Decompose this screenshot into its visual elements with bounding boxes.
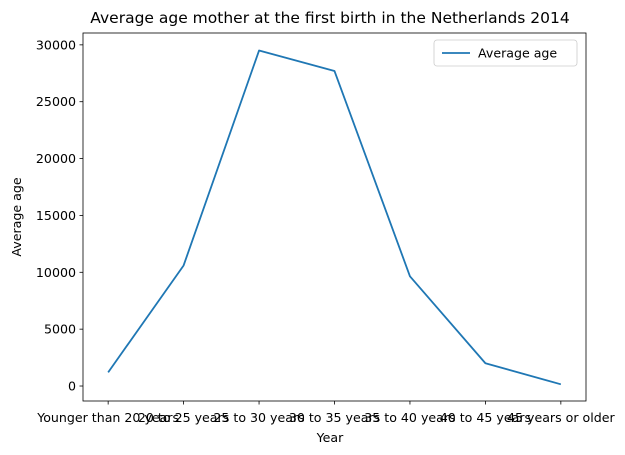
x-tick-label: 25 to 30 years bbox=[213, 410, 304, 425]
series-line bbox=[107, 49, 562, 386]
x-tick-label: 40 to 45 years bbox=[440, 410, 531, 425]
legend-label: Average age bbox=[478, 46, 557, 61]
plot-area: 0 5000 10000 15000 20000 25000 30000 Younger th… bbox=[36, 32, 616, 425]
axes-frame bbox=[82, 32, 587, 402]
chart-title: Average age mother at the first birth in… bbox=[90, 9, 569, 27]
y-tick-label: 25000 bbox=[36, 94, 76, 109]
legend-box bbox=[433, 39, 578, 67]
x-tick-label: 30 to 35 years bbox=[289, 410, 380, 425]
x-tick-label: Younger than 20 years bbox=[36, 410, 179, 425]
legend: Average age bbox=[433, 39, 578, 67]
y-tick-label: 10000 bbox=[36, 265, 76, 280]
y-tick-label: 0 bbox=[68, 379, 76, 394]
y-tick-label: 5000 bbox=[44, 322, 76, 337]
y-tick-label: 20000 bbox=[36, 151, 76, 166]
y-tick-label: 15000 bbox=[36, 208, 76, 223]
y-tick-label: 30000 bbox=[36, 37, 76, 52]
x-axis-label: Year bbox=[316, 430, 344, 445]
y-axis-label: Average age bbox=[9, 177, 24, 256]
x-tick-label: 45 years or older bbox=[507, 410, 616, 425]
x-tick-label: 20 to 25 years bbox=[138, 410, 229, 425]
x-tick-label: 35 to 40 years bbox=[364, 410, 455, 425]
